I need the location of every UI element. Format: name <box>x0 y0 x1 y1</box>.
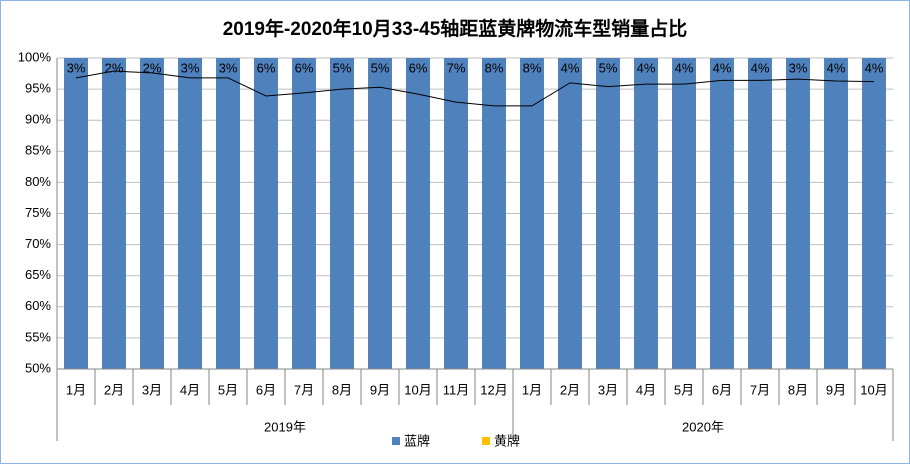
bar-segment <box>330 58 354 369</box>
bar-segment <box>406 58 430 369</box>
bar-segment <box>558 58 582 369</box>
bar-segment <box>824 58 848 369</box>
bar-segment <box>710 58 734 369</box>
x-tick-label: 8月 <box>332 382 352 397</box>
bar-segment <box>482 58 506 369</box>
bar-segment <box>178 58 202 369</box>
y-tick-label: 80% <box>25 174 51 189</box>
bar-segment <box>216 58 240 369</box>
y-tick-label: 75% <box>25 205 51 220</box>
y-tick-label: 55% <box>25 329 51 344</box>
x-tick-label: 3月 <box>598 382 618 397</box>
group-label: 2019年 <box>264 419 306 434</box>
x-tick-label: 5月 <box>218 382 238 397</box>
data-label: 3% <box>67 60 86 75</box>
data-label: 6% <box>295 60 314 75</box>
data-label: 2% <box>143 60 162 75</box>
bar-segment <box>672 58 696 369</box>
x-tick-label: 4月 <box>636 382 656 397</box>
x-tick-label: 8月 <box>788 382 808 397</box>
y-tick-label: 60% <box>25 298 51 313</box>
y-tick-label: 90% <box>25 112 51 127</box>
legend-label: 黄牌 <box>494 433 520 448</box>
bar-segment <box>444 58 468 369</box>
x-tick-label: 2月 <box>104 382 124 397</box>
data-label: 3% <box>219 60 238 75</box>
x-tick-label: 4月 <box>180 382 200 397</box>
bar-segment <box>140 58 164 369</box>
bar-segment <box>596 58 620 369</box>
y-tick-label: 70% <box>25 236 51 251</box>
data-label: 7% <box>447 60 466 75</box>
data-label: 5% <box>599 60 618 75</box>
data-label: 2% <box>105 60 124 75</box>
data-label: 4% <box>827 60 846 75</box>
bar-segment <box>102 58 126 369</box>
data-label: 4% <box>561 60 580 75</box>
bar-segment <box>634 58 658 369</box>
data-label: 5% <box>333 60 352 75</box>
bar-segment <box>254 58 278 369</box>
data-label: 3% <box>789 60 808 75</box>
x-tick-label: 3月 <box>142 382 162 397</box>
data-label: 4% <box>637 60 656 75</box>
x-tick-label: 7月 <box>294 382 314 397</box>
x-tick-label: 12月 <box>480 382 507 397</box>
x-tick-label: 5月 <box>674 382 694 397</box>
x-tick-label: 10月 <box>404 382 431 397</box>
x-tick-label: 9月 <box>826 382 846 397</box>
legend-swatch <box>392 437 400 445</box>
data-label: 8% <box>523 60 542 75</box>
x-tick-label: 11月 <box>443 382 470 397</box>
data-label: 6% <box>257 60 276 75</box>
bar-segment <box>786 58 810 369</box>
y-tick-label: 100% <box>18 49 52 64</box>
bar-segment <box>368 58 392 369</box>
x-tick-label: 2月 <box>560 382 580 397</box>
x-tick-label: 7月 <box>750 382 770 397</box>
data-label: 5% <box>371 60 390 75</box>
bar-segment <box>520 58 544 369</box>
data-label: 6% <box>409 60 428 75</box>
data-label: 4% <box>713 60 732 75</box>
series-line <box>75 70 875 107</box>
x-tick-label: 1月 <box>66 382 86 397</box>
group-label: 2020年 <box>682 419 724 434</box>
data-label: 4% <box>865 60 884 75</box>
x-tick-label: 6月 <box>712 382 732 397</box>
data-label: 4% <box>751 60 770 75</box>
bar-segment <box>748 58 772 369</box>
y-tick-label: 85% <box>25 143 51 158</box>
x-tick-label: 9月 <box>370 382 390 397</box>
bar-segment <box>292 58 316 369</box>
data-label: 4% <box>675 60 694 75</box>
chart-title: 2019年-2020年10月33-45轴距蓝黄牌物流车型销量占比 <box>223 17 688 40</box>
bar-segment <box>64 58 88 369</box>
data-label: 3% <box>181 60 200 75</box>
data-label: 8% <box>485 60 504 75</box>
y-tick-label: 65% <box>25 267 51 282</box>
x-tick-label: 6月 <box>256 382 276 397</box>
bar-segment <box>862 58 886 369</box>
legend-label: 蓝牌 <box>404 433 430 448</box>
x-tick-label: 1月 <box>522 382 542 397</box>
y-tick-label: 95% <box>25 81 51 96</box>
y-tick-label: 50% <box>25 360 51 375</box>
legend-swatch <box>482 437 490 445</box>
x-tick-label: 10月 <box>860 382 887 397</box>
